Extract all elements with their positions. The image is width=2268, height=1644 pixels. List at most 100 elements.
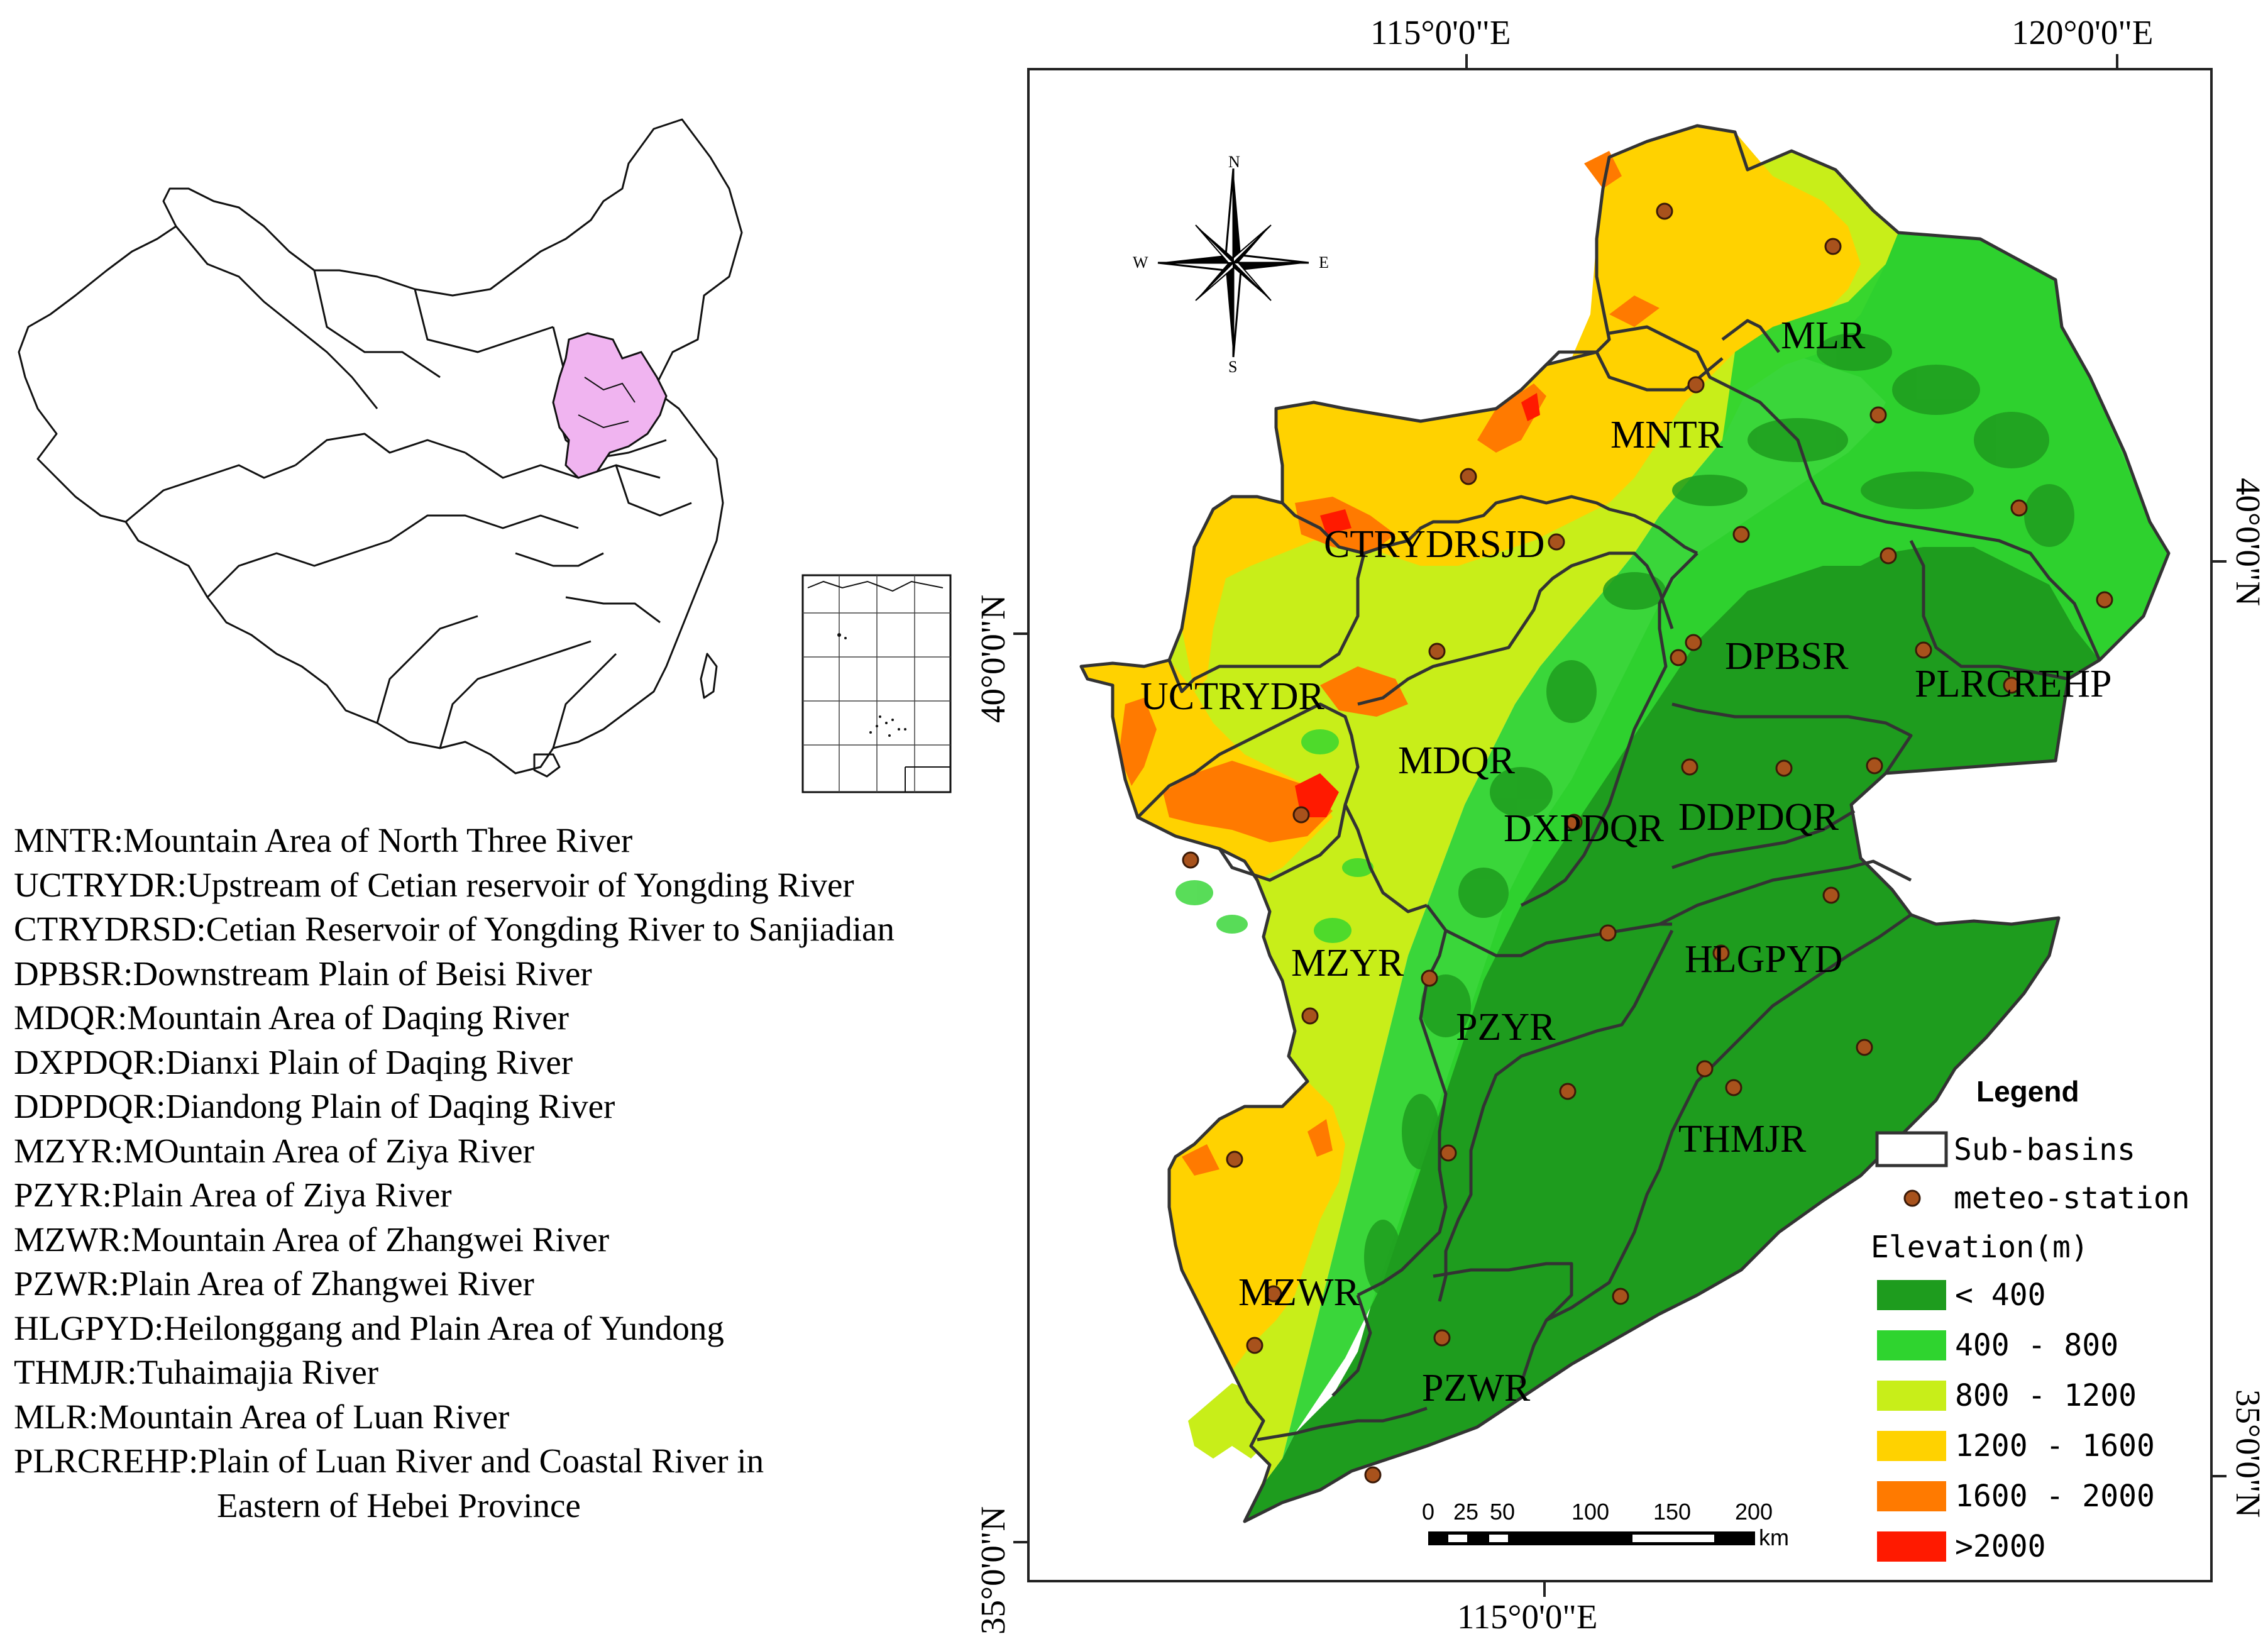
legend-class-label-5: >2000 [1955, 1529, 2046, 1564]
south-china-sea-inset [801, 574, 952, 793]
meteo-station [1440, 1144, 1457, 1162]
scale-unit: km [1759, 1525, 1789, 1550]
meteo-station [1732, 526, 1750, 543]
meteo-station [1775, 759, 1793, 777]
label-mzyr: MZYR [1291, 942, 1404, 985]
meteo-station [1421, 969, 1438, 987]
meteo-station [1182, 851, 1199, 869]
meteo-station [1856, 1039, 1873, 1056]
abbr-item: PZWR:Plain Area of Zhangwei River [14, 1264, 534, 1303]
legend-title: Legend [1976, 1075, 2079, 1108]
scale-tick-150: 150 [1653, 1499, 1691, 1525]
label-mlr: MLR [1781, 314, 1866, 357]
meteo-station [1559, 1083, 1577, 1100]
graticule-ticks [1013, 54, 2227, 1597]
legend-swatch-5 [1877, 1531, 1946, 1562]
abbr-item: MZYR:MOuntain Area of Ziya River [14, 1131, 534, 1170]
label-ddpdqr: DDPDQR [1678, 796, 1839, 839]
scale-tick-100: 100 [1572, 1499, 1609, 1525]
meteo-station [1246, 1337, 1263, 1354]
meteo-station [1364, 1466, 1382, 1484]
meteo-station [1712, 944, 1730, 962]
scale-tick-50: 50 [1490, 1499, 1515, 1525]
label-thmjr: THMJR [1678, 1118, 1807, 1161]
compass-w: W [1133, 253, 1148, 272]
legend-elevation-title: Elevation(m) [1871, 1230, 2089, 1265]
abbr-item: DXPDQR:Dianxi Plain of Daqing River [14, 1042, 573, 1081]
label-mzwr: MZWR [1238, 1271, 1360, 1314]
coord-top-115e: 115°0'0"E [1370, 13, 1511, 52]
meteo-station [1292, 806, 1310, 824]
meteo-station [1548, 533, 1565, 551]
meteo-station [1869, 406, 1887, 424]
label-uctrydr: UCTRYDR [1140, 675, 1324, 718]
meteo-station [1880, 547, 1897, 565]
abbreviation-list: MNTR:Mountain Area of North Three River … [14, 819, 1032, 1528]
abbr-item: CTRYDRSD:Cetian Reservoir of Yongding Ri… [14, 910, 895, 948]
map-legend: Legend Sub-basins meteo-station Elevatio… [1871, 1075, 2190, 1564]
legend-class-label-0: < 400 [1955, 1277, 2046, 1313]
abbr-item: UCTRYDR:Upstream of Cetian reservoir of … [14, 865, 854, 904]
meteo-station [1725, 1079, 1742, 1096]
label-pzyr: PZYR [1456, 1006, 1556, 1049]
meteo-station [1824, 238, 1842, 255]
label-ctrydrsjd: CTRYDRSJD [1324, 523, 1544, 566]
legend-class-label-4: 1600 - 2000 [1955, 1479, 2155, 1514]
abbr-item: MNTR:Mountain Area of North Three River [14, 821, 633, 859]
meteo-station [1599, 924, 1617, 942]
coord-left-40n: 40°0'0"N [974, 594, 1012, 723]
label-dxpdqr: DXPDQR [1504, 807, 1665, 850]
meteo-station [1696, 1060, 1714, 1078]
compass-n: N [1228, 153, 1240, 171]
north-arrow-compass: N S E W [1133, 153, 1329, 376]
abbr-item: MZWR:Mountain Area of Zhangwei River [14, 1220, 610, 1259]
compass-e: E [1319, 253, 1329, 272]
label-mntr: MNTR [1610, 414, 1724, 456]
legend-swatch-0 [1877, 1280, 1946, 1310]
coord-top-120e: 120°0'0"E [2012, 13, 2154, 52]
elev-400-800-band [1282, 233, 2169, 1459]
coord-bottom-115e: 115°0'0"E [1457, 1597, 1598, 1636]
scale-bar: 0 25 50 100 150 200 km [1422, 1499, 1789, 1550]
subbasin-labels: MLR MNTR CTRYDRSJD DPBSR PLRCREHP UCTRYD… [1140, 314, 2112, 1410]
abbr-item: PLRCREHP:Plain of Luan River and Coastal… [14, 1442, 764, 1480]
abbr-item: PZYR:Plain Area of Ziya River [14, 1176, 452, 1214]
meteo-station [1428, 643, 1446, 660]
taiwan-island [700, 653, 718, 699]
study-area-highlight [552, 332, 668, 479]
legend-swatch-2 [1877, 1381, 1946, 1411]
china-inset-map [18, 118, 743, 778]
scale-tick-200: 200 [1735, 1499, 1773, 1525]
meteo-station [1265, 1285, 1282, 1303]
meteo-station [1433, 1329, 1451, 1347]
abbr-item: DDPDQR:Diandong Plain of Daqing River [14, 1087, 615, 1125]
legend-station: meteo-station [1954, 1181, 2190, 1216]
meteo-station [1866, 757, 1883, 775]
subbasin-boundaries [1079, 124, 2171, 1523]
meteo-station [1612, 1288, 1629, 1305]
meteo-station [1226, 1150, 1243, 1168]
compass-s: S [1228, 358, 1237, 376]
abbr-item: MDQR:Mountain Area of Daqing River [14, 998, 569, 1037]
label-pzwr: PZWR [1422, 1367, 1531, 1410]
coord-right-35n: 35°0'0"N [2229, 1389, 2267, 1518]
basin-outer-boundary [1079, 124, 2171, 1523]
scale-tick-0: 0 [1422, 1499, 1434, 1525]
hainan-island [533, 753, 561, 778]
elev-1200-south [1169, 1081, 1345, 1371]
legend-subbasins: Sub-basins [1954, 1132, 2135, 1167]
legend-class-label-1: 400 - 800 [1955, 1328, 2118, 1363]
abbr-item: Eastern of Hebei Province [217, 1486, 581, 1525]
label-hlgpyd: HLGPYD [1685, 938, 1842, 981]
haihe-basin [1081, 126, 2169, 1521]
legend-swatch-4 [1877, 1481, 1946, 1511]
meteo-station [2010, 499, 2028, 517]
meteo-station [1301, 1007, 1319, 1025]
elev-2000-peaks [1295, 773, 1339, 817]
legend-swatch-3 [1877, 1431, 1946, 1461]
meteo-station [2003, 676, 2020, 694]
meteo-station [1565, 814, 1583, 831]
abbr-item: HLGPYD:Heilonggang and Plain Area of Yun… [14, 1308, 724, 1347]
abbr-item: THMJR:Tuhaimajia River [14, 1353, 379, 1391]
legend-station-symbol [1903, 1189, 1921, 1207]
